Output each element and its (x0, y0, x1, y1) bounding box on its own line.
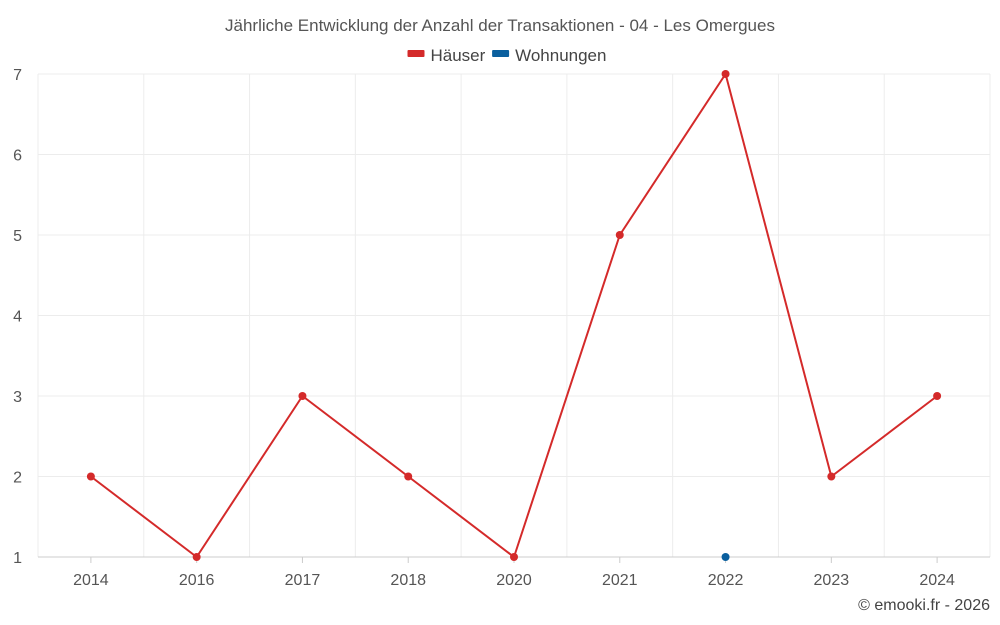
data-point (404, 472, 413, 481)
y-tick-label: 6 (13, 148, 22, 165)
data-point (721, 553, 730, 561)
y-tick-label: 4 (13, 309, 22, 326)
series-2 (721, 553, 730, 561)
series-layer (86, 70, 942, 561)
y-tick-label: 1 (13, 550, 22, 567)
x-tick-label: 2016 (179, 572, 215, 589)
legend-label: Häuser (431, 46, 486, 65)
x-tick-label: 2024 (919, 572, 955, 589)
data-point (192, 553, 201, 561)
legend-item: Häuser (407, 46, 486, 65)
y-tick-label: 5 (13, 228, 22, 245)
legend: Häuser Wohnungen (407, 46, 606, 65)
x-tick-label: 2018 (390, 572, 426, 589)
legend-item: Wohnungen (492, 46, 606, 65)
credit-text: © emooki.fr - 2026 (858, 597, 990, 614)
series-1 (86, 70, 942, 561)
x-tick-label: 2020 (496, 572, 532, 589)
data-point (615, 231, 624, 239)
legend-label: Wohnungen (515, 46, 606, 65)
legend-swatch (407, 50, 425, 57)
x-tick-label: 2022 (708, 572, 744, 589)
grid (37, 73, 991, 557)
y-tick-label: 2 (13, 470, 22, 487)
data-point (827, 472, 836, 481)
data-point (510, 553, 518, 561)
axes: 1 2 3 4 5 6 7 2014 2016 2017 2018 2020 2021 2022 2023 2… (13, 67, 990, 589)
data-point (933, 392, 942, 400)
x-tick-label: 2017 (285, 572, 321, 589)
data-point (721, 70, 730, 78)
x-tick-label: 2014 (73, 572, 109, 589)
legend-swatch (492, 50, 510, 57)
data-point (86, 472, 95, 481)
data-point (298, 392, 307, 400)
y-tick-label: 3 (13, 389, 22, 406)
chart-title: Jährliche Entwicklung der Anzahl der Tra… (225, 16, 775, 35)
x-tick-label: 2021 (602, 572, 638, 589)
x-tick-label: 2023 (814, 572, 850, 589)
y-tick-label: 7 (13, 67, 22, 84)
